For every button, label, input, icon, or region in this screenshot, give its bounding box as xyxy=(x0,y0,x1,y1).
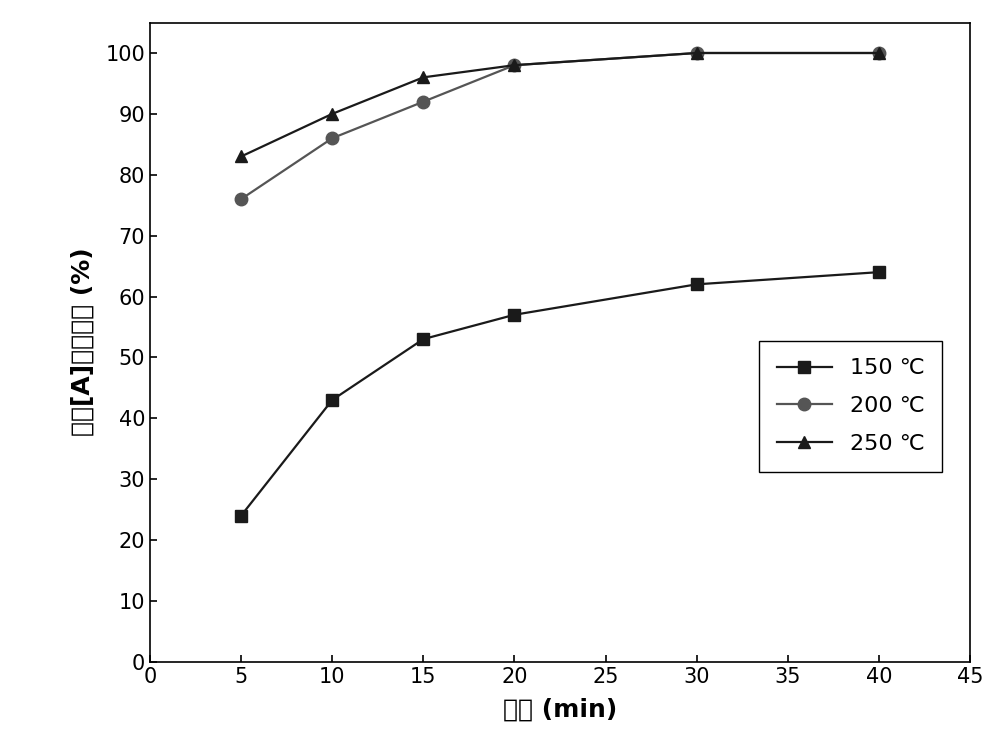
200 ℃ xyxy=(873,48,885,57)
X-axis label: 时间 (min): 时间 (min) xyxy=(503,698,617,722)
Line: 250 ℃: 250 ℃ xyxy=(235,47,885,162)
200 ℃ xyxy=(326,134,338,143)
200 ℃ xyxy=(235,195,247,204)
200 ℃ xyxy=(691,48,703,57)
200 ℃ xyxy=(508,61,520,70)
250 ℃ xyxy=(508,61,520,70)
Legend: 150 ℃, 200 ℃, 250 ℃: 150 ℃, 200 ℃, 250 ℃ xyxy=(759,341,942,472)
250 ℃ xyxy=(235,152,247,161)
250 ℃ xyxy=(873,48,885,57)
150 ℃ xyxy=(508,311,520,320)
Line: 150 ℃: 150 ℃ xyxy=(235,266,885,522)
Line: 200 ℃: 200 ℃ xyxy=(235,47,885,205)
250 ℃ xyxy=(691,48,703,57)
150 ℃ xyxy=(873,268,885,277)
250 ℃ xyxy=(417,73,429,82)
150 ℃ xyxy=(691,280,703,289)
150 ℃ xyxy=(326,396,338,405)
200 ℃ xyxy=(417,97,429,106)
150 ℃ xyxy=(235,511,247,520)
Y-axis label: 苯并[A]蝙脉除率 (%): 苯并[A]蝙脉除率 (%) xyxy=(70,248,94,436)
250 ℃ xyxy=(326,109,338,118)
150 ℃ xyxy=(417,335,429,344)
